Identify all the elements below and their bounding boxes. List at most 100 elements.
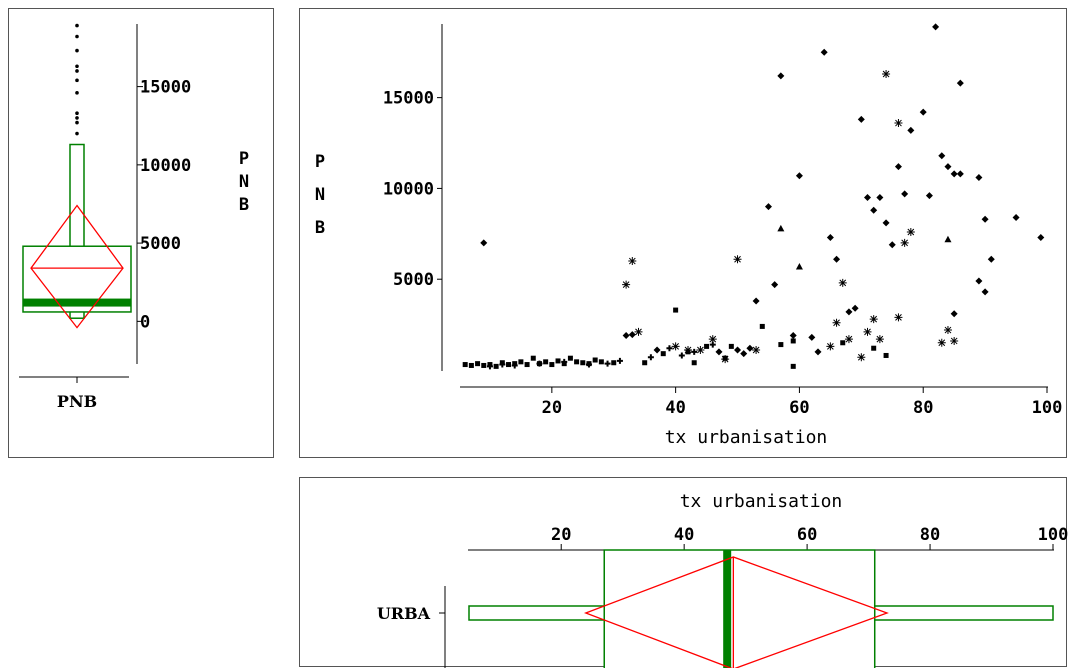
scatter-point bbox=[944, 163, 952, 171]
pnb-y-tick-label: 15000 bbox=[140, 78, 191, 98]
pnb-outlier-point bbox=[75, 78, 79, 83]
scatter-point bbox=[691, 360, 697, 366]
scatter-point bbox=[925, 192, 933, 200]
scatter-point bbox=[870, 206, 878, 214]
scatter-point bbox=[740, 350, 748, 358]
scatter-point bbox=[857, 115, 865, 123]
scatter-point bbox=[771, 281, 779, 289]
scatter-point bbox=[647, 354, 654, 361]
scatter-point bbox=[653, 346, 661, 354]
scatter-point bbox=[894, 313, 903, 322]
pnb-outlier-point bbox=[75, 131, 79, 136]
pnb-outlier-point bbox=[75, 116, 79, 120]
scatter-point bbox=[938, 152, 946, 160]
pnb-outlier-point bbox=[75, 120, 79, 125]
scatter-point bbox=[851, 304, 859, 312]
urba-x-tick-label: 20 bbox=[551, 525, 571, 545]
scatter-point bbox=[462, 362, 468, 368]
scatter-point bbox=[543, 359, 549, 365]
scatter-point bbox=[530, 355, 536, 361]
scatter-point bbox=[721, 355, 730, 364]
pnb-vs-urba-scatter: 5000 10000 15000 20 40 60 80 100 P N B tx urban… bbox=[315, 23, 1062, 448]
scatter-point bbox=[567, 355, 573, 361]
pnb-outlier-point bbox=[75, 23, 79, 28]
scatter-point bbox=[956, 170, 964, 178]
scatter-point bbox=[826, 342, 835, 351]
urba-mean-diamond bbox=[583, 556, 889, 668]
scatter-point bbox=[660, 351, 666, 357]
scatter-point bbox=[987, 255, 995, 263]
scatter-point bbox=[883, 352, 889, 358]
scatter-point bbox=[622, 280, 631, 289]
pnb-boxplot: 0 5000 10000 15000 P N B PNB bbox=[19, 23, 249, 411]
scatter-point bbox=[475, 361, 481, 367]
pnb-outlier-point bbox=[75, 111, 79, 116]
scatter-point bbox=[611, 360, 617, 366]
scatter-ylabel-letter: N bbox=[315, 185, 325, 205]
scatter-point bbox=[833, 255, 841, 263]
pnb-outlier-point bbox=[75, 69, 79, 73]
scatter-point bbox=[708, 335, 717, 344]
scatter-point bbox=[628, 257, 637, 266]
scatter-point bbox=[838, 278, 847, 287]
pnb-outlier-point bbox=[75, 48, 79, 53]
scatter-point bbox=[845, 308, 853, 316]
scatter-point bbox=[778, 342, 784, 348]
scatter-point bbox=[549, 362, 555, 368]
scatter-point bbox=[795, 263, 803, 270]
scatter-point bbox=[715, 348, 723, 356]
scatter-point bbox=[616, 357, 623, 364]
scatter-point bbox=[734, 346, 742, 354]
scatter-point bbox=[628, 331, 636, 339]
scatter-xlabel: tx urbanisation bbox=[665, 427, 828, 448]
urba-iqr-box bbox=[603, 549, 876, 668]
scatter-point bbox=[481, 362, 487, 368]
scatter-point bbox=[671, 342, 680, 351]
urba-x-tick-label: 40 bbox=[674, 525, 694, 545]
scatter-point bbox=[777, 72, 785, 80]
scatter-point bbox=[919, 108, 927, 116]
scatter-point bbox=[759, 323, 765, 329]
scatter-point bbox=[882, 70, 891, 79]
scatter-point bbox=[1012, 213, 1020, 221]
scatter-y-tick-label: 5000 bbox=[393, 270, 434, 290]
scatter-point bbox=[975, 174, 983, 182]
scatter-point bbox=[826, 233, 834, 241]
scatter-ylabel-letter: P bbox=[315, 152, 325, 172]
scatter-point bbox=[871, 345, 877, 351]
pnb-ylabel-letter: B bbox=[239, 195, 249, 215]
scatter-point bbox=[480, 239, 488, 247]
pnb-whisker-box bbox=[69, 143, 85, 319]
urba-boxplot-panel: tx urbanisation 20 40 60 80 100 URBA bbox=[299, 477, 1069, 668]
scatter-point bbox=[832, 318, 841, 327]
urba-category-label: URBA bbox=[377, 604, 431, 623]
scatter-point bbox=[795, 172, 803, 180]
scatter-point bbox=[777, 224, 785, 232]
scatter-point bbox=[580, 360, 586, 366]
scatter-point bbox=[518, 359, 524, 365]
scatter-point bbox=[944, 235, 952, 243]
scatter-point bbox=[932, 23, 940, 31]
scatter-point bbox=[869, 315, 878, 324]
urba-x-tick-label: 100 bbox=[1038, 525, 1069, 545]
scatter-point bbox=[764, 203, 772, 211]
scatter-point bbox=[937, 338, 946, 347]
scatter-point bbox=[906, 228, 915, 236]
scatter-point bbox=[790, 363, 796, 369]
urba-boxplot: tx urbanisation 20 40 60 80 100 URBA bbox=[377, 491, 1069, 668]
scatter-x-tick-label: 20 bbox=[542, 398, 562, 418]
scatter-point bbox=[691, 348, 698, 355]
scatter-point bbox=[506, 362, 512, 368]
scatter-point bbox=[844, 335, 853, 344]
scatter-point bbox=[524, 362, 530, 368]
scatter-point bbox=[673, 307, 679, 313]
scatter-point bbox=[561, 358, 568, 365]
pnb-ylabel-letter: P bbox=[239, 149, 249, 169]
scatter-point bbox=[684, 346, 693, 355]
scatter-point bbox=[728, 343, 734, 349]
scatter-point bbox=[592, 357, 598, 363]
scatter-point bbox=[622, 332, 630, 339]
scatter-point bbox=[634, 327, 643, 336]
pnb-mean-diamond bbox=[30, 204, 124, 329]
scatter-point bbox=[604, 360, 611, 367]
